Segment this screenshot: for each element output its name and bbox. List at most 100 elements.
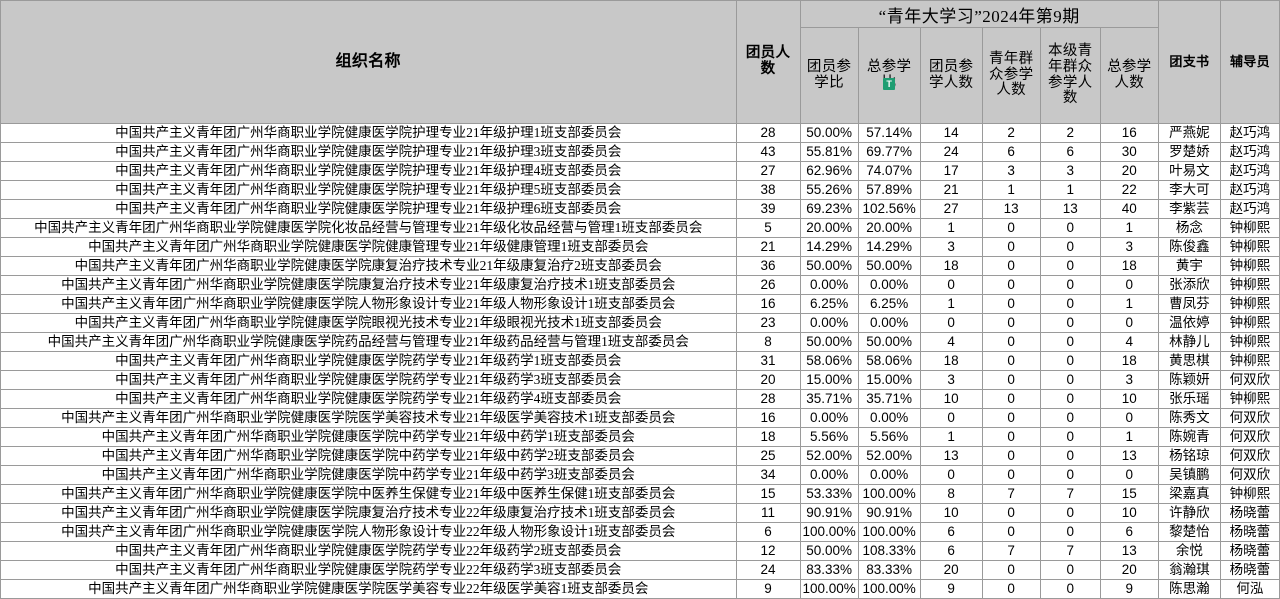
cell-member-rate[interactable]: 50.00% bbox=[799, 541, 859, 561]
cell-member-participants[interactable]: 18 bbox=[919, 256, 983, 276]
cell-org-name[interactable]: 中国共产主义青年团广州华商职业学院健康医学院中药学专业21年级中药学2班支部委员… bbox=[0, 446, 737, 466]
cell-member-rate[interactable]: 6.25% bbox=[799, 294, 859, 314]
cell-total-participants[interactable]: 3 bbox=[1099, 370, 1159, 390]
cell-branch-secretary[interactable]: 黎楚怡 bbox=[1157, 522, 1221, 542]
cell-counselor[interactable]: 何双欣 bbox=[1219, 370, 1280, 390]
cell-member-count[interactable]: 20 bbox=[735, 370, 801, 390]
cell-counselor[interactable]: 杨晓蕾 bbox=[1219, 503, 1280, 523]
cell-youth-participants[interactable]: 0 bbox=[981, 313, 1041, 333]
cell-youth-participants[interactable]: 0 bbox=[981, 237, 1041, 257]
cell-member-count[interactable]: 24 bbox=[735, 560, 801, 580]
cell-branch-secretary[interactable]: 罗楚娇 bbox=[1157, 142, 1221, 162]
cell-counselor[interactable]: 何双欣 bbox=[1219, 465, 1280, 485]
cell-branch-secretary[interactable]: 曹凤芬 bbox=[1157, 294, 1221, 314]
cell-counselor[interactable]: 杨晓蕾 bbox=[1219, 522, 1280, 542]
cell-total-rate[interactable]: 6.25% bbox=[857, 294, 921, 314]
cell-local-youth-participants[interactable]: 0 bbox=[1039, 560, 1101, 580]
cell-member-participants[interactable]: 0 bbox=[919, 275, 983, 295]
cell-local-youth-participants[interactable]: 0 bbox=[1039, 579, 1101, 599]
cell-local-youth-participants[interactable]: 0 bbox=[1039, 408, 1101, 428]
cell-total-rate[interactable]: 100.00% bbox=[857, 579, 921, 599]
cell-local-youth-participants[interactable]: 13 bbox=[1039, 199, 1101, 219]
cell-total-participants[interactable]: 18 bbox=[1099, 351, 1159, 371]
cell-member-count[interactable]: 8 bbox=[735, 332, 801, 352]
cell-local-youth-participants[interactable]: 2 bbox=[1039, 123, 1101, 143]
cell-total-rate[interactable]: 35.71% bbox=[857, 389, 921, 409]
cell-total-participants[interactable]: 6 bbox=[1099, 522, 1159, 542]
table-row[interactable]: 中国共产主义青年团广州华商职业学院健康医学院药学专业21年级药学1班支部委员会 3… bbox=[0, 351, 1280, 371]
cell-counselor[interactable]: 钟柳熙 bbox=[1219, 237, 1280, 257]
table-row[interactable]: 中国共产主义青年团广州华商职业学院健康医学院人物形象设计专业22年级人物形象设计… bbox=[0, 522, 1280, 542]
table-row[interactable]: 中国共产主义青年团广州华商职业学院健康医学院中药学专业21年级中药学3班支部委员… bbox=[0, 465, 1280, 485]
cell-total-rate[interactable]: 5.56% bbox=[857, 427, 921, 447]
cell-total-rate[interactable]: 100.00% bbox=[857, 522, 921, 542]
cell-org-name[interactable]: 中国共产主义青年团广州华商职业学院健康医学院护理专业21年级护理4班支部委员会 bbox=[0, 161, 737, 181]
cell-member-count[interactable]: 26 bbox=[735, 275, 801, 295]
cell-member-count[interactable]: 38 bbox=[735, 180, 801, 200]
cell-counselor[interactable]: 钟柳熙 bbox=[1219, 218, 1280, 238]
cell-branch-secretary[interactable]: 温依婷 bbox=[1157, 313, 1221, 333]
table-row[interactable]: 中国共产主义青年团广州华商职业学院健康医学院药学专业21年级药学4班支部委员会 2… bbox=[0, 389, 1280, 409]
cell-branch-secretary[interactable]: 严燕妮 bbox=[1157, 123, 1221, 143]
cell-total-participants[interactable]: 0 bbox=[1099, 313, 1159, 333]
cell-org-name[interactable]: 中国共产主义青年团广州华商职业学院健康医学院医学美容技术专业21年级医学美容技术… bbox=[0, 408, 737, 428]
cell-member-rate[interactable]: 52.00% bbox=[799, 446, 859, 466]
cell-member-participants[interactable]: 0 bbox=[919, 313, 983, 333]
table-row[interactable]: 中国共产主义青年团广州华商职业学院健康医学院中药学专业21年级中药学2班支部委员… bbox=[0, 446, 1280, 466]
cell-counselor[interactable]: 钟柳熙 bbox=[1219, 275, 1280, 295]
cell-local-youth-participants[interactable]: 1 bbox=[1039, 180, 1101, 200]
table-row[interactable]: 中国共产主义青年团广州华商职业学院健康医学院健康管理专业21年级健康管理1班支部… bbox=[0, 237, 1280, 257]
cell-local-youth-participants[interactable]: 7 bbox=[1039, 484, 1101, 504]
cell-member-rate[interactable]: 53.33% bbox=[799, 484, 859, 504]
table-row[interactable]: 中国共产主义青年团广州华商职业学院健康医学院护理专业21年级护理4班支部委员会 2… bbox=[0, 161, 1280, 181]
cell-member-rate[interactable]: 69.23% bbox=[799, 199, 859, 219]
cell-branch-secretary[interactable]: 陈俊鑫 bbox=[1157, 237, 1221, 257]
cell-counselor[interactable]: 何双欣 bbox=[1219, 408, 1280, 428]
table-row[interactable]: 中国共产主义青年团广州华商职业学院健康医学院眼视光技术专业21年级眼视光技术1班… bbox=[0, 313, 1280, 333]
cell-total-participants[interactable]: 16 bbox=[1099, 123, 1159, 143]
table-row[interactable]: 中国共产主义青年团广州华商职业学院健康医学院药学专业22年级药学3班支部委员会 2… bbox=[0, 560, 1280, 580]
cell-branch-secretary[interactable]: 余悦 bbox=[1157, 541, 1221, 561]
cell-member-count[interactable]: 11 bbox=[735, 503, 801, 523]
cell-counselor[interactable]: 钟柳熙 bbox=[1219, 313, 1280, 333]
cell-member-participants[interactable]: 4 bbox=[919, 332, 983, 352]
cell-total-rate[interactable]: 74.07% bbox=[857, 161, 921, 181]
cell-branch-secretary[interactable]: 许静欣 bbox=[1157, 503, 1221, 523]
cell-counselor[interactable]: 何双欣 bbox=[1219, 446, 1280, 466]
table-row[interactable]: 中国共产主义青年团广州华商职业学院健康医学院护理专业21年级护理6班支部委员会 3… bbox=[0, 199, 1280, 219]
cell-local-youth-participants[interactable]: 0 bbox=[1039, 294, 1101, 314]
cell-total-participants[interactable]: 13 bbox=[1099, 541, 1159, 561]
cell-total-rate[interactable]: 15.00% bbox=[857, 370, 921, 390]
cell-org-name[interactable]: 中国共产主义青年团广州华商职业学院健康医学院眼视光技术专业21年级眼视光技术1班… bbox=[0, 313, 737, 333]
table-row[interactable]: 中国共产主义青年团广州华商职业学院健康医学院护理专业21年级护理3班支部委员会 4… bbox=[0, 142, 1280, 162]
cell-youth-participants[interactable]: 0 bbox=[981, 218, 1041, 238]
cell-branch-secretary[interactable]: 翁瀚琪 bbox=[1157, 560, 1221, 580]
cell-org-name[interactable]: 中国共产主义青年团广州华商职业学院健康医学院康复治疗技术专业21年级康复治疗2班… bbox=[0, 256, 737, 276]
cell-org-name[interactable]: 中国共产主义青年团广州华商职业学院健康医学院护理专业21年级护理1班支部委员会 bbox=[0, 123, 737, 143]
cell-youth-participants[interactable]: 0 bbox=[981, 389, 1041, 409]
table-row[interactable]: 中国共产主义青年团广州华商职业学院健康医学院医学美容专业22年级医学美容1班支部… bbox=[0, 579, 1280, 599]
cell-youth-participants[interactable]: 0 bbox=[981, 560, 1041, 580]
cell-branch-secretary[interactable]: 林静儿 bbox=[1157, 332, 1221, 352]
cell-member-rate[interactable]: 50.00% bbox=[799, 332, 859, 352]
cell-org-name[interactable]: 中国共产主义青年团广州华商职业学院健康医学院康复治疗技术专业22年级康复治疗技术… bbox=[0, 503, 737, 523]
cell-total-rate[interactable]: 58.06% bbox=[857, 351, 921, 371]
cell-local-youth-participants[interactable]: 0 bbox=[1039, 218, 1101, 238]
cell-total-participants[interactable]: 18 bbox=[1099, 256, 1159, 276]
cell-member-participants[interactable]: 1 bbox=[919, 294, 983, 314]
cell-org-name[interactable]: 中国共产主义青年团广州华商职业学院健康医学院药学专业21年级药学1班支部委员会 bbox=[0, 351, 737, 371]
cell-member-rate[interactable]: 55.26% bbox=[799, 180, 859, 200]
cell-branch-secretary[interactable]: 杨念 bbox=[1157, 218, 1221, 238]
table-row[interactable]: 中国共产主义青年团广州华商职业学院健康医学院护理专业21年级护理1班支部委员会 2… bbox=[0, 123, 1280, 143]
table-row[interactable]: 中国共产主义青年团广州华商职业学院健康医学院医学美容技术专业21年级医学美容技术… bbox=[0, 408, 1280, 428]
cell-total-rate[interactable]: 50.00% bbox=[857, 256, 921, 276]
table-row[interactable]: 中国共产主义青年团广州华商职业学院健康医学院护理专业21年级护理5班支部委员会 3… bbox=[0, 180, 1280, 200]
cell-branch-secretary[interactable]: 叶易文 bbox=[1157, 161, 1221, 181]
cell-member-count[interactable]: 12 bbox=[735, 541, 801, 561]
cell-org-name[interactable]: 中国共产主义青年团广州华商职业学院健康医学院医学美容专业22年级医学美容1班支部… bbox=[0, 579, 737, 599]
cell-youth-participants[interactable]: 0 bbox=[981, 294, 1041, 314]
cell-total-participants[interactable]: 4 bbox=[1099, 332, 1159, 352]
cell-youth-participants[interactable]: 7 bbox=[981, 541, 1041, 561]
cell-youth-participants[interactable]: 0 bbox=[981, 332, 1041, 352]
cell-member-rate[interactable]: 55.81% bbox=[799, 142, 859, 162]
